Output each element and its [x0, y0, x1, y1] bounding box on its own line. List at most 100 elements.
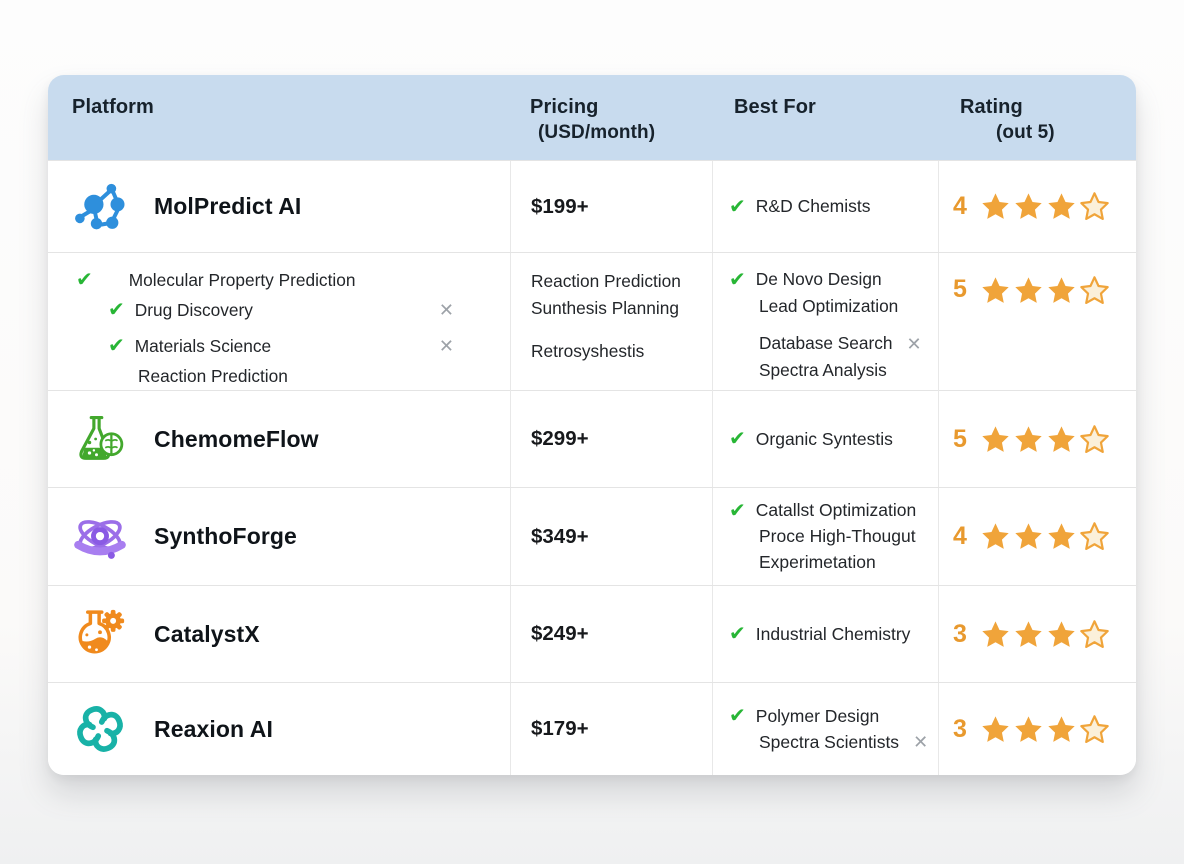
check-icon: ✔ — [729, 268, 746, 291]
check-icon: ✔ — [729, 195, 746, 218]
star-rating — [980, 521, 1110, 552]
star-filled-icon — [982, 715, 1009, 742]
star-filled-icon — [1015, 620, 1042, 647]
feature-item: Spectra Analysis — [729, 357, 938, 384]
best-for-item: Spectra Scientists ✕ — [729, 729, 938, 755]
feature-item: Lead Optimization — [729, 293, 938, 320]
table-row: CatalystX $249+ ✔ Industrial Chemistry 3 — [48, 585, 1136, 682]
platform-cell: SynthoForge — [48, 488, 510, 585]
platform-cell: CatalystX — [48, 586, 510, 682]
price-value: $249+ — [531, 622, 589, 645]
best-for-text: Organic Syntestis — [755, 428, 893, 449]
feature-item: ✔ De Novo Design — [729, 266, 938, 293]
best-for-text: Experimetation — [759, 552, 876, 572]
molecule-icon — [75, 183, 125, 229]
rating-number: 4 — [953, 192, 967, 220]
header-best-for: Best For — [712, 75, 938, 160]
platform-cell: MolPredict AI — [48, 161, 510, 252]
star-filled-icon — [1048, 193, 1075, 219]
feature-item: ✔ Molecular Property Prediction — [48, 265, 510, 295]
best-for-cell: ✔ Organic Syntestis — [712, 391, 938, 487]
header-pricing: Pricing (USD/month) — [510, 75, 712, 160]
header-platform: Platform — [48, 75, 510, 160]
flask-brain-icon — [79, 415, 124, 460]
star-filled-icon — [982, 620, 1009, 647]
rating-number: 3 — [953, 714, 967, 743]
star-outline-icon — [1080, 192, 1109, 220]
star-outline-icon — [1080, 424, 1109, 453]
rating-cell: 5 — [938, 391, 1136, 487]
feature-text: Materials Science — [134, 335, 272, 356]
feature-item: Database Search ✕ — [729, 330, 938, 357]
table-row-features: ✔ Molecular Property Prediction ✔ Drug D… — [48, 252, 1136, 391]
platform-features-cell: ✔ Molecular Property Prediction ✔ Drug D… — [48, 253, 510, 391]
price-cell: $299+ — [510, 391, 712, 487]
star-filled-icon — [1048, 277, 1075, 303]
feature-text: Molecular Property Prediction — [128, 269, 356, 290]
header-pricing-unit: (USD/month) — [538, 122, 656, 143]
star-filled-icon — [1015, 193, 1042, 219]
feature-text: Reaction Prediction — [531, 271, 681, 291]
feature-item: ✔ Materials Science ✕ — [48, 331, 510, 361]
check-icon: ✔ — [729, 499, 746, 522]
platform-name: SynthoForge — [154, 523, 297, 549]
pricing-features-cell: Reaction Prediction Sunthesis Planning R… — [510, 253, 712, 391]
star-filled-icon — [1015, 715, 1042, 742]
knot-icon — [77, 706, 123, 752]
table-row: MolPredict AI $199+ ✔ R&D Chemists 4 — [48, 160, 1136, 252]
rating-cell: 4 — [938, 488, 1136, 585]
best-for-item: ✔ Catallst Optimization — [729, 498, 938, 524]
price-value: $349+ — [531, 524, 589, 548]
rating-cell: 5 — [938, 253, 1136, 391]
best-for-item: ✔ Industrial Chemistry — [729, 621, 938, 647]
star-rating — [980, 275, 1110, 306]
feature-text: De Novo Design — [755, 269, 882, 289]
rating-cell: 3 — [938, 586, 1136, 682]
comparison-table-card: Platform Pricing (USD/month) Best For Ra… — [48, 75, 1136, 775]
best-for-cell: ✔ R&D Chemists — [712, 161, 938, 252]
best-for-text: R&D Chemists — [755, 196, 871, 216]
feature-text: Spectra Analysis — [759, 360, 887, 380]
rating-cell: 3 — [938, 683, 1136, 775]
star-rating — [980, 619, 1110, 650]
platform-name: MolPredict AI — [154, 193, 302, 219]
x-icon: ✕ — [438, 336, 454, 356]
star-filled-icon — [1015, 277, 1042, 303]
check-icon: ✔ — [729, 705, 746, 727]
best-for-item: ✔ Organic Syntestis — [729, 426, 938, 452]
star-outline-icon — [1080, 714, 1109, 743]
star-filled-icon — [1048, 620, 1075, 647]
table-row: Reaxion AI $179+ ✔ Polymer Design Spectr… — [48, 682, 1136, 775]
x-icon: ✕ — [438, 300, 454, 320]
rating-number: 3 — [953, 619, 967, 648]
price-cell: $249+ — [510, 586, 712, 682]
best-for-item: Experimetation — [729, 550, 938, 576]
best-for-item: ✔ Polymer Design — [729, 703, 938, 729]
best-for-item: Proce High-Thougut — [729, 524, 938, 550]
header-pricing-label: Pricing — [530, 96, 599, 118]
star-filled-icon — [982, 523, 1009, 549]
feature-text: Database Search — [759, 333, 893, 353]
star-outline-icon — [1080, 276, 1109, 304]
rating-number: 5 — [953, 275, 967, 303]
best-for-cell: ✔ Industrial Chemistry — [712, 586, 938, 682]
best-for-features-cell: ✔ De Novo Design Lead Optimization Datab… — [712, 253, 938, 391]
platform-name: ChemomeFlow — [154, 425, 319, 452]
price-cell: $199+ — [510, 161, 712, 252]
star-outline-icon — [1080, 522, 1109, 550]
table-header: Platform Pricing (USD/month) Best For Ra… — [48, 75, 1136, 160]
star-filled-icon — [982, 277, 1009, 303]
star-filled-icon — [1048, 425, 1075, 452]
star-outline-icon — [1080, 619, 1109, 648]
star-filled-icon — [1015, 523, 1042, 549]
check-icon: ✔ — [108, 299, 125, 321]
x-icon: ✕ — [913, 732, 929, 752]
best-for-cell: ✔ Catallst Optimization Proce High-Thoug… — [712, 488, 938, 585]
header-rating: Rating (out 5) — [938, 75, 1136, 160]
star-rating — [980, 191, 1110, 222]
check-icon: ✔ — [108, 335, 125, 357]
price-value: $179+ — [531, 717, 589, 740]
rating-number: 4 — [953, 522, 967, 550]
platform-name: CatalystX — [154, 620, 260, 647]
best-for-text: Proce High-Thougut — [759, 526, 916, 546]
